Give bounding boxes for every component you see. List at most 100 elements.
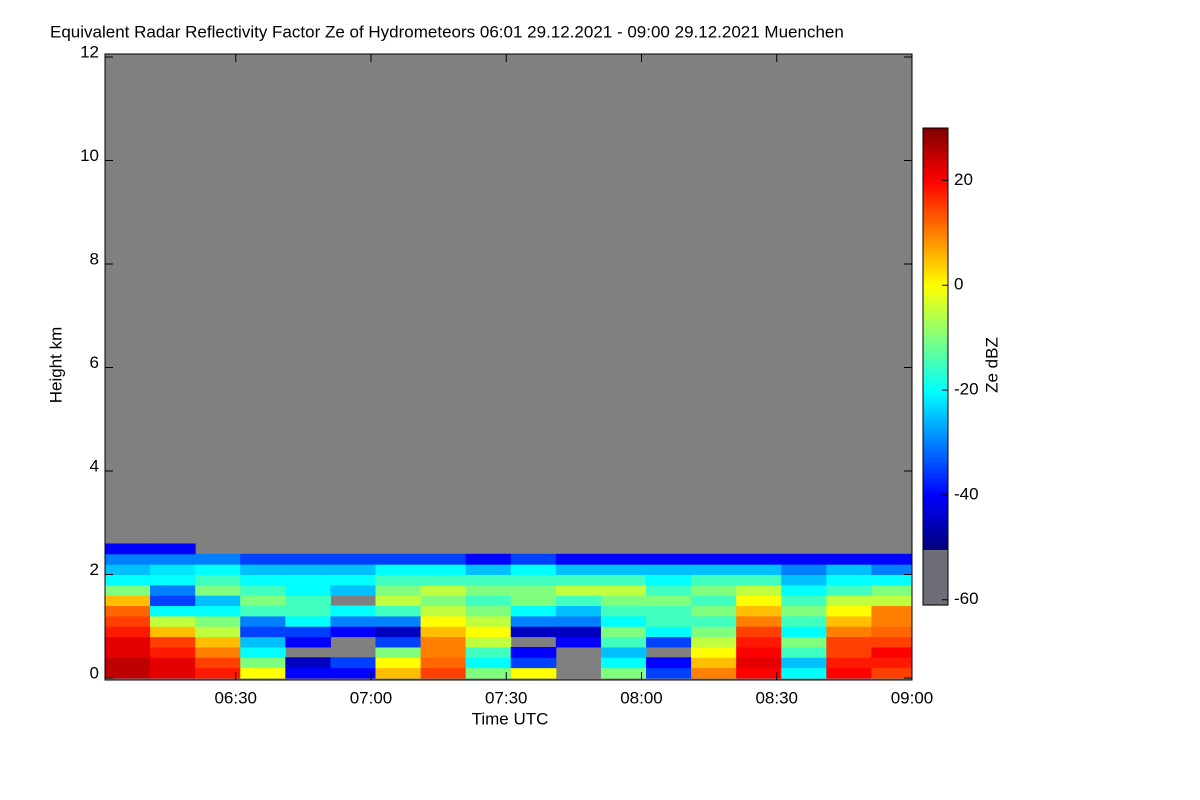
heatmap-cell bbox=[240, 574, 286, 586]
colorbar-band bbox=[923, 362, 948, 368]
colorbar-band bbox=[923, 139, 948, 145]
colorbar-band bbox=[923, 561, 948, 566]
heatmap-cell bbox=[826, 574, 872, 586]
heatmap-cell bbox=[105, 657, 151, 669]
heatmap-cell bbox=[646, 657, 692, 669]
heatmap-cell bbox=[105, 667, 151, 679]
colorbar-band bbox=[923, 489, 948, 495]
heatmap-cell bbox=[510, 646, 557, 658]
colorbar-band bbox=[923, 517, 948, 523]
heatmap-cell bbox=[105, 564, 151, 575]
y-tick-label: 0 bbox=[90, 663, 99, 682]
heatmap-cell bbox=[105, 553, 151, 565]
heatmap-cell bbox=[240, 605, 286, 617]
colorbar-band bbox=[923, 382, 948, 387]
colorbar-band bbox=[923, 263, 948, 268]
heatmap-cell bbox=[195, 574, 241, 586]
heatmap-cell bbox=[826, 646, 872, 658]
colorbar-band bbox=[923, 457, 948, 463]
colorbar-band bbox=[923, 239, 948, 244]
colorbar-band bbox=[923, 386, 948, 391]
colorbar-band bbox=[923, 549, 948, 554]
heatmap-cell bbox=[736, 553, 782, 565]
colorbar-band bbox=[923, 374, 948, 380]
heatmap-cell bbox=[510, 626, 557, 638]
heatmap-cell bbox=[871, 553, 913, 565]
heatmap-cell bbox=[646, 667, 692, 679]
heatmap-cell bbox=[736, 636, 782, 648]
heatmap-cell bbox=[600, 595, 647, 607]
heatmap-cell bbox=[105, 584, 151, 596]
heatmap-cell bbox=[240, 646, 286, 658]
colorbar-band bbox=[923, 505, 948, 511]
heatmap-cell bbox=[826, 553, 872, 565]
heatmap-cell bbox=[375, 605, 422, 617]
x-tick-label: 06:30 bbox=[214, 688, 257, 707]
heatmap-cell bbox=[826, 584, 872, 596]
y-tick-label: 6 bbox=[90, 353, 99, 372]
heatmap-cell bbox=[195, 553, 241, 565]
colorbar-band bbox=[923, 597, 948, 602]
heatmap-cell bbox=[420, 564, 467, 575]
heatmap-cell bbox=[871, 646, 913, 658]
colorbar-band bbox=[923, 143, 948, 149]
colorbar-band bbox=[923, 589, 948, 594]
heatmap-cell bbox=[736, 595, 782, 607]
colorbar-band bbox=[923, 163, 948, 169]
colorbar-band bbox=[923, 283, 948, 288]
heatmap-cell bbox=[465, 657, 512, 669]
colorbar-band bbox=[923, 227, 948, 232]
y-tick-label: 2 bbox=[90, 560, 99, 579]
heatmap-cell bbox=[195, 584, 241, 596]
heatmap-cell bbox=[600, 636, 647, 648]
heatmap-cell bbox=[646, 605, 692, 617]
heatmap-cell bbox=[330, 574, 377, 586]
heatmap-cell bbox=[150, 543, 196, 555]
heatmap-cell bbox=[646, 574, 692, 586]
heatmap-cell bbox=[420, 574, 467, 586]
colorbar-band bbox=[923, 565, 948, 570]
colorbar-band bbox=[923, 275, 948, 280]
colorbar-band bbox=[923, 553, 948, 558]
heatmap-cell bbox=[375, 564, 422, 575]
colorbar-band bbox=[923, 434, 948, 439]
colorbar-band bbox=[923, 533, 948, 539]
heatmap-cell bbox=[510, 615, 557, 627]
colorbar-band bbox=[923, 569, 948, 574]
heatmap-cell bbox=[691, 657, 737, 669]
heatmap-cell bbox=[195, 595, 241, 607]
heatmap-cell bbox=[330, 615, 377, 627]
colorbar-band bbox=[923, 481, 948, 487]
heatmap-cell bbox=[285, 615, 331, 627]
x-tick-label: 07:00 bbox=[350, 688, 393, 707]
heatmap-cell bbox=[375, 646, 422, 658]
heatmap-cell bbox=[195, 667, 241, 679]
heatmap-cell bbox=[105, 605, 151, 617]
heatmap-cell bbox=[781, 636, 827, 648]
heatmap-cell bbox=[646, 626, 692, 638]
colorbar-band bbox=[923, 231, 948, 236]
heatmap-cell bbox=[285, 667, 331, 679]
heatmap-cell bbox=[691, 667, 737, 679]
heatmap-cell bbox=[105, 543, 151, 555]
heatmap-cell bbox=[420, 636, 467, 648]
colorbar-band bbox=[923, 370, 948, 376]
colorbar-tick-label: 0 bbox=[954, 275, 963, 294]
colorbar-band bbox=[923, 151, 948, 157]
heatmap-cell bbox=[781, 605, 827, 617]
colorbar-band bbox=[923, 243, 948, 248]
heatmap-cell bbox=[555, 615, 602, 627]
heatmap-cell bbox=[555, 605, 602, 617]
colorbar-band bbox=[923, 135, 948, 141]
colorbar-band bbox=[923, 318, 948, 324]
heatmap-cell bbox=[285, 584, 331, 596]
heatmap-cell bbox=[871, 615, 913, 627]
heatmap-cell bbox=[375, 626, 422, 638]
heatmap-cell bbox=[826, 636, 872, 648]
heatmap-cell bbox=[826, 626, 872, 638]
colorbar-band bbox=[923, 541, 948, 546]
heatmap-cell bbox=[330, 553, 377, 565]
heatmap-cell bbox=[105, 646, 151, 658]
heatmap-cell bbox=[646, 595, 692, 607]
